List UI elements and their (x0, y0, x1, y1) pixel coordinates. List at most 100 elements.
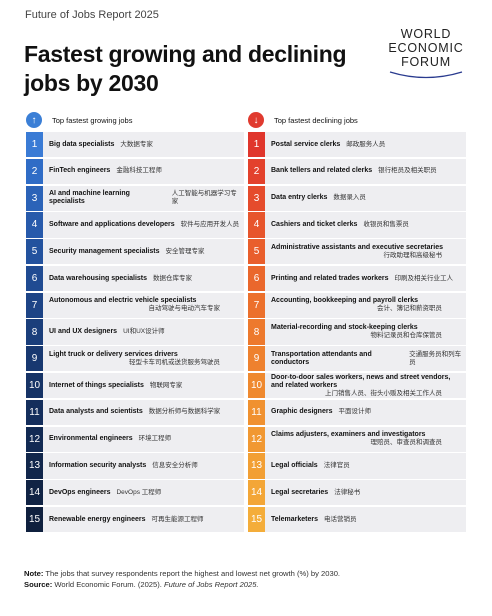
job-title-en: Data warehousing specialists (49, 274, 148, 282)
job-title-zh: 物料记录员和仓库保管员 (370, 332, 443, 340)
growing-job-row: 10 Internet of things specialists 物联网专家 (26, 373, 244, 399)
rank-badge: 12 (248, 426, 265, 452)
logo-line-3: FORUM (401, 55, 451, 69)
growing-job-row: 11 Data analysts and scientists 数据分析师与数据科学… (26, 399, 244, 425)
growing-job-row: 7 Autonomous and electric vehicle special… (26, 292, 244, 318)
job-text: Accounting, bookkeeping and payroll cler… (265, 293, 466, 318)
declining-job-row: 2 Bank tellers and related clerks 银行柜员及相关职… (248, 158, 466, 184)
growing-job-row: 5 Security management specialists 安全管理专家 (26, 239, 244, 265)
job-text: DevOps engineers DevOps 工程师 (43, 480, 244, 505)
rank-badge: 9 (248, 346, 265, 372)
declining-job-row: 3 Data entry clerks 数据录入员 (248, 185, 466, 211)
declining-jobs-list: 1 Postal service clerks 邮政服务人员 2 Bank teller… (248, 132, 466, 534)
job-title-en: Telemarketers (271, 515, 318, 523)
rank-badge: 3 (248, 185, 265, 211)
job-text: Door-to-door sales workers, news and str… (265, 373, 466, 398)
job-title-zh: 会计、簿记和薪资职员 (377, 305, 442, 313)
rank-badge: 12 (26, 426, 43, 452)
job-title-en: Environmental engineers (49, 435, 133, 443)
declining-job-row: 7 Accounting, bookkeeping and payroll cle… (248, 292, 466, 318)
job-title-zh: 平面设计师 (338, 408, 371, 416)
source-label: Source: (24, 580, 53, 589)
job-text: Renewable energy engineers 可再生能源工程师 (43, 507, 244, 532)
rank-badge: 8 (248, 319, 265, 345)
growing-header-label: Top fastest growing jobs (52, 115, 133, 125)
job-title-en: Information security analysts (49, 461, 147, 469)
job-text: Software and applications developers 软件与应… (43, 212, 244, 237)
job-title-zh: DevOps 工程师 (116, 488, 162, 496)
declining-job-row: 8 Material-recording and stock-keeping cl… (248, 319, 466, 345)
job-title-en: Postal service clerks (271, 140, 341, 148)
declining-job-row: 1 Postal service clerks 邮政服务人员 (248, 132, 466, 158)
job-title-en: FinTech engineers (49, 167, 111, 175)
note-line: Note: The jobs that survey respondents r… (24, 568, 464, 579)
note-label: Note: (24, 569, 44, 578)
declining-job-row: 15 Telemarketers 电话营销员 (248, 506, 466, 533)
job-title-zh: 数据仓库专家 (153, 274, 193, 282)
growing-job-row: 15 Renewable energy engineers 可再生能源工程师 (26, 506, 244, 533)
job-title-en: Bank tellers and related clerks (271, 167, 373, 175)
declining-header: ↓ Top fastest declining jobs (248, 112, 358, 128)
job-text: Administrative assistants and executive … (265, 239, 466, 264)
job-title-en: Data entry clerks (271, 194, 328, 202)
declining-job-row: 12 Claims adjusters, examiners and invest… (248, 426, 466, 452)
rank-badge: 5 (248, 239, 265, 265)
job-title-zh: 安全管理专家 (165, 247, 205, 255)
job-text: Transportation attendants and conductors… (265, 346, 466, 371)
declining-job-row: 6 Printing and related trades workers 印刷及相… (248, 265, 466, 292)
job-text: Bank tellers and related clerks 银行柜员及相关职员 (265, 159, 466, 184)
growing-job-row: 13 Information security analysts 信息安全分析师 (26, 453, 244, 479)
rank-badge: 14 (26, 480, 43, 506)
job-text: Big data specialists 大数据专家 (43, 132, 244, 157)
job-title-zh: 轻型卡车司机或送货服务驾驶员 (129, 358, 220, 366)
growing-job-row: 2 FinTech engineers 金融科技工程师 (26, 158, 244, 184)
job-title-zh: 电话营销员 (323, 515, 357, 523)
declining-job-row: 5 Administrative assistants and executive… (248, 239, 466, 265)
job-title-en: Cashiers and ticket clerks (271, 220, 358, 228)
rank-badge: 2 (248, 158, 265, 184)
job-title-zh: 大数据专家 (120, 140, 153, 148)
job-title-zh: 环境工程师 (138, 435, 172, 443)
rank-badge: 15 (26, 506, 43, 533)
job-title-zh: 数据分析师与数据科学家 (148, 408, 221, 416)
job-text: Data analysts and scientists 数据分析师与数据科学家 (43, 400, 244, 425)
rank-badge: 7 (26, 292, 43, 318)
job-title-zh: 邮政服务人员 (346, 140, 386, 148)
growing-job-row: 8 UI and UX designers UI和UX设计师 (26, 319, 244, 345)
job-title-zh: 数据录入员 (333, 194, 366, 202)
job-text: Light truck or delivery services drivers… (43, 346, 244, 371)
job-title-zh: 收银员和售票员 (363, 220, 409, 228)
rank-badge: 8 (26, 319, 43, 345)
job-text: Cashiers and ticket clerks 收银员和售票员 (265, 212, 466, 237)
job-title-en: Light truck or delivery services drivers (49, 350, 178, 358)
job-title-en: Legal officials (271, 461, 318, 469)
growing-job-row: 12 Environmental engineers 环境工程师 (26, 426, 244, 452)
job-title-zh: 法律官员 (323, 461, 350, 469)
job-title-zh: 印刷及相关行业工人 (394, 274, 453, 282)
job-title-zh: 金融科技工程师 (116, 167, 162, 175)
rank-badge: 4 (248, 212, 265, 238)
growing-header: ↑ Top fastest growing jobs (26, 112, 132, 128)
job-title-zh: 人工智能与机器学习专家 (171, 190, 237, 206)
rank-badge: 11 (248, 399, 265, 425)
job-title-zh: 交通服务员和列车员 (409, 350, 462, 366)
job-title-en: Printing and related trades workers (271, 274, 389, 282)
rank-badge: 6 (248, 265, 265, 292)
job-text: Postal service clerks 邮政服务人员 (265, 132, 466, 157)
job-text: Telemarketers 电话营销员 (265, 507, 466, 532)
job-text: Printing and related trades workers 印刷及相关… (265, 266, 466, 291)
job-title-en: Graphic designers (271, 408, 333, 416)
rank-badge: 14 (248, 480, 265, 506)
job-title-en: Software and applications developers (49, 220, 175, 228)
growing-job-row: 3 AI and machine learning specialists 人工智能… (26, 185, 244, 211)
job-title-en: Data analysts and scientists (49, 408, 143, 416)
job-title-en: Internet of things specialists (49, 381, 144, 389)
job-title-en: DevOps engineers (49, 488, 111, 496)
arrow-down-icon: ↓ (248, 112, 264, 128)
rank-badge: 2 (26, 158, 43, 184)
job-text: Data entry clerks 数据录入员 (265, 186, 466, 211)
job-text: Information security analysts 信息安全分析师 (43, 453, 244, 478)
job-title-zh: 软件与应用开发人员 (180, 220, 240, 228)
job-text: UI and UX designers UI和UX设计师 (43, 319, 244, 344)
rank-badge: 1 (248, 132, 265, 158)
